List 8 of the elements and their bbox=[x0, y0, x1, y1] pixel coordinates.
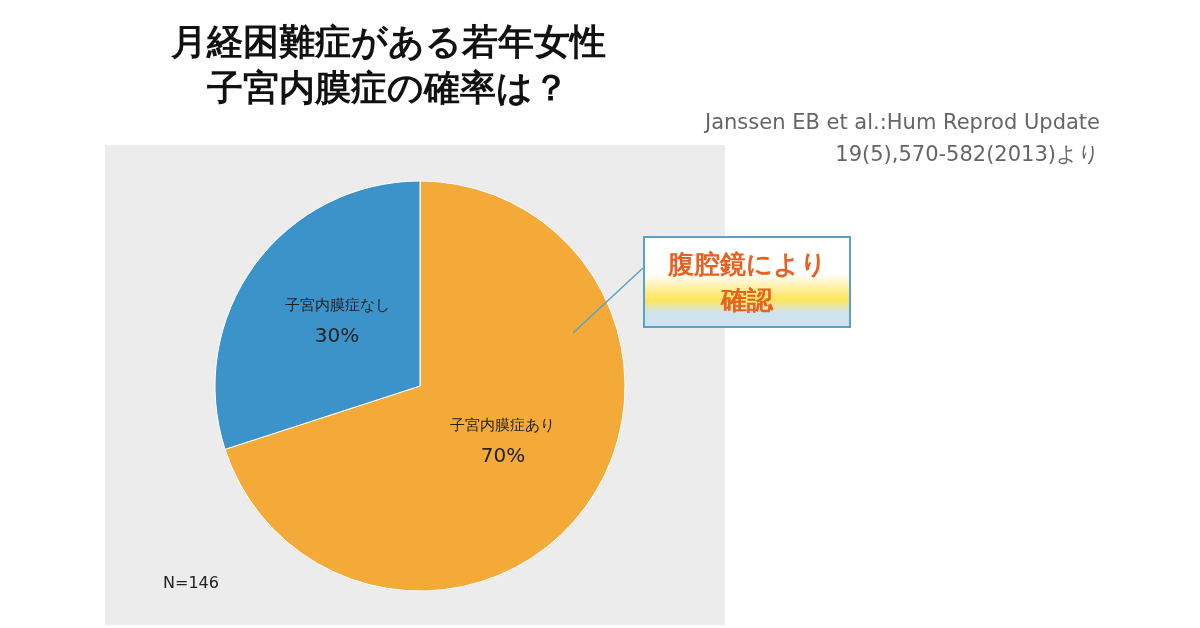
text: N=146 bbox=[163, 573, 219, 592]
chart-title: 月経困難症がある若年女性 bbox=[169, 19, 607, 64]
slice-label: 子宮内膜症あり bbox=[450, 416, 556, 435]
data-label: 70% bbox=[480, 443, 526, 468]
data-label: 30% bbox=[314, 322, 360, 347]
text: Janssen EB et al.:Hum Reprod Update 19(5),570-582(2013)より bbox=[704, 109, 1100, 168]
slice-label: 子宮内膜症なし bbox=[284, 295, 390, 314]
chart-subtitle: 子宮内膜症の確率は？ bbox=[206, 65, 570, 110]
